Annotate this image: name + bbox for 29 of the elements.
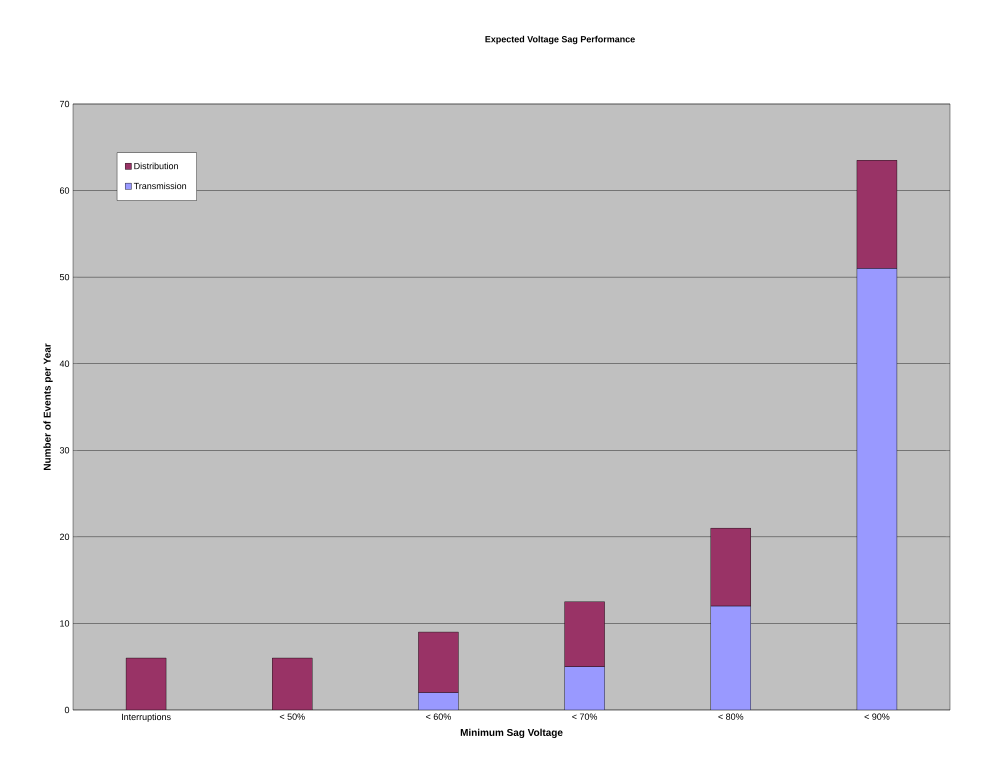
legend-label: Distribution (134, 162, 178, 170)
chart-title: Expected Voltage Sag Performance (485, 36, 635, 44)
bar (418, 692, 459, 710)
bar (418, 632, 459, 693)
x-tick-label: < 90% (864, 714, 890, 720)
x-tick-label: < 50% (280, 714, 305, 720)
bar (564, 666, 605, 710)
bar (856, 268, 898, 710)
bar (710, 606, 751, 710)
y-tick-label: 60 (60, 187, 70, 194)
bar (126, 658, 166, 710)
x-tick-label: < 80% (718, 714, 744, 720)
y-tick-label: 30 (60, 447, 70, 454)
bar (710, 528, 751, 606)
y-tick-label: 50 (60, 274, 70, 280)
x-tick-label: < 70% (572, 714, 598, 720)
bar (564, 602, 605, 667)
y-tick-label: 10 (60, 620, 70, 627)
legend-label: Transmission (134, 182, 186, 190)
y-tick-label: 0 (64, 706, 70, 714)
y-tick-label: 70 (60, 100, 70, 108)
y-axis-title: Number of Events per Year (43, 343, 53, 470)
x-axis-title: Minimum Sag Voltage (460, 728, 563, 738)
x-tick-label: Interruptions (122, 714, 171, 722)
bar (272, 658, 312, 710)
x-tick-label: < 60% (426, 714, 451, 720)
y-tick-label: 40 (60, 360, 70, 367)
y-tick-label: 20 (60, 534, 70, 540)
bar (856, 160, 898, 269)
